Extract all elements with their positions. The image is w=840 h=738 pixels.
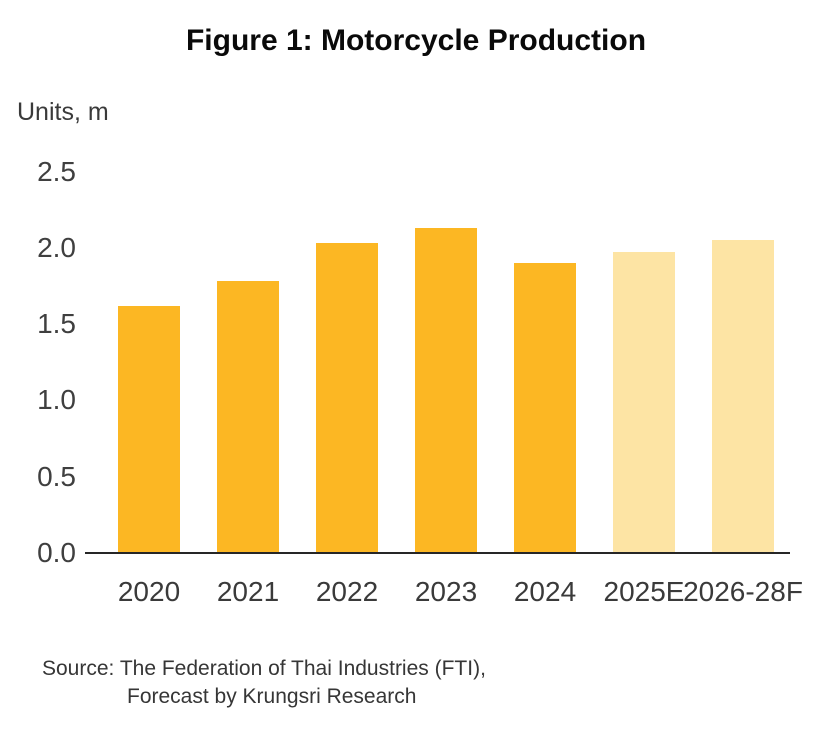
x-label-2024: 2024 [513, 576, 577, 607]
y-tick-label-1.5: 1.5 [37, 308, 76, 340]
x-label-2022: 2022 [315, 576, 379, 607]
bar-2021 [217, 281, 279, 553]
bar-2024 [514, 263, 576, 553]
y-tick-label-0.5: 0.5 [37, 460, 76, 492]
x-label-2021: 2021 [216, 576, 280, 607]
y-tick-label-2.0: 2.0 [37, 231, 76, 263]
y-tick-label-2.5: 2.5 [37, 155, 76, 187]
y-tick-label-1.0: 1.0 [37, 384, 76, 416]
x-label-2023: 2023 [414, 576, 478, 607]
bar-2022 [316, 243, 378, 553]
y-tick-label-0.0: 0.0 [37, 537, 76, 568]
chart-title: Figure 1: Motorcycle Production [185, 24, 647, 57]
x-label-2026-28F: 2026-28F [683, 576, 803, 607]
bar-2023 [415, 228, 477, 553]
x-label-2025E: 2025E [603, 576, 685, 607]
y-axis-units-label: Units, m [17, 98, 109, 126]
source-line-1: Source: The Federation of Thai Industrie… [42, 657, 486, 680]
bar-2026-28F [712, 240, 774, 553]
x-axis-line [85, 552, 790, 554]
source-line-2: Forecast by Krungsri Research [127, 685, 417, 708]
x-label-2020: 2020 [117, 576, 181, 607]
bar-2025E [613, 252, 675, 553]
bar-2020 [118, 306, 180, 553]
